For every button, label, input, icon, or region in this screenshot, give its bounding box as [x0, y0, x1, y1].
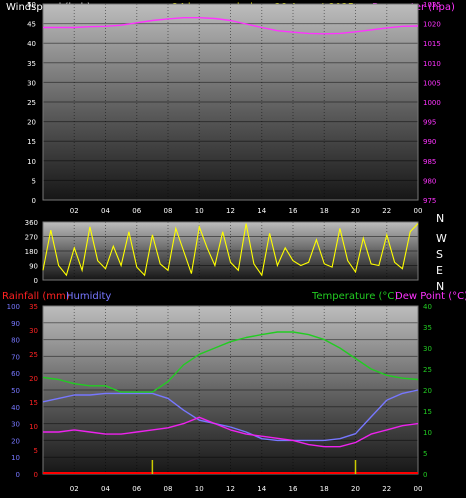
- temperature-axis-tick: 25: [423, 366, 432, 374]
- temperature-axis-tick: 30: [423, 345, 432, 353]
- compass-letter: N: [436, 212, 444, 225]
- p1-xtick: 18: [320, 207, 329, 215]
- rainfall-axis-tick: 5: [34, 447, 38, 455]
- p3-xtick: 22: [382, 485, 391, 493]
- direction-axis-tick: 90: [29, 263, 38, 271]
- windspeed-axis-tick: 5: [32, 177, 36, 185]
- p1-xtick: 06: [132, 207, 141, 215]
- compass-letter: S: [436, 248, 443, 261]
- barometer-axis-tick: 1020: [423, 21, 441, 29]
- p1-xtick: 02: [70, 207, 79, 215]
- windspeed-axis-tick: 25: [27, 99, 36, 107]
- rainfall-axis-tick: 10: [29, 423, 38, 431]
- windspeed-axis-tick: 50: [27, 1, 36, 9]
- p3-xtick: 06: [132, 485, 141, 493]
- p1-xtick: 00: [414, 207, 423, 215]
- p3-xtick: 12: [226, 485, 235, 493]
- direction-axis-tick: 0: [34, 277, 38, 285]
- p3-xtick: 14: [257, 485, 266, 493]
- barometer-axis-tick: 980: [423, 177, 436, 185]
- humidity-axis-tick: 80: [11, 337, 20, 345]
- barometer-line: [43, 17, 419, 35]
- compass-letter: E: [436, 264, 443, 277]
- dewpoint-label: Dew Point (°C): [395, 291, 466, 302]
- rainfall-axis-tick: 0: [34, 471, 38, 479]
- windspeed-axis-tick: 10: [27, 158, 36, 166]
- p3-xtick: 20: [351, 485, 360, 493]
- humidity-line: [42, 389, 419, 442]
- p3-xtick: 08: [164, 485, 173, 493]
- wind-direction-trace: [42, 223, 419, 277]
- temperature-axis-tick: 35: [423, 324, 432, 332]
- humidity-axis-tick: 40: [11, 404, 20, 412]
- temp-humidity-panel: 0 10 20 30 40 50 60 70 80 90 100 0 5 10 15 20 25 30 35 0 5…: [7, 303, 432, 493]
- p1-xtick: 20: [351, 207, 360, 215]
- p1-xtick: 04: [101, 207, 110, 215]
- temperature-axis-tick: 20: [423, 387, 432, 395]
- temperature-axis-tick: 10: [423, 429, 432, 437]
- p3-xtick: 10: [195, 485, 204, 493]
- windspeed-axis-tick: 30: [27, 79, 36, 87]
- p1-xtick: 14: [257, 207, 266, 215]
- humidity-axis-tick: 90: [11, 320, 20, 328]
- rainfall-axis-tick: 35: [29, 303, 38, 311]
- temperature-axis-tick: 5: [423, 450, 427, 458]
- temperature-label: Temperature (°C): [311, 291, 398, 302]
- humidity-axis-tick: 70: [11, 353, 20, 361]
- barometer-axis-tick: 990: [423, 138, 436, 146]
- p1-xtick: 12: [226, 207, 235, 215]
- p1-xtick: 16: [289, 207, 298, 215]
- windspeed-axis-tick: 35: [27, 60, 36, 68]
- windspeed-axis-tick: 0: [32, 197, 36, 205]
- humidity-axis-tick: 50: [11, 387, 20, 395]
- humidity-axis-tick: 60: [11, 370, 20, 378]
- windspeed-axis-tick: 45: [27, 21, 36, 29]
- p1-xtick: 22: [382, 207, 391, 215]
- humidity-label: Humidity: [66, 291, 111, 302]
- barometer-axis-tick: 1025: [423, 1, 441, 9]
- p3-xtick: 02: [70, 485, 79, 493]
- humidity-axis-tick: 30: [11, 421, 20, 429]
- temperature-axis-tick: 15: [423, 408, 432, 416]
- p3-xtick: 16: [289, 485, 298, 493]
- dewpoint-line: [43, 416, 419, 448]
- barometer-axis-tick: 995: [423, 119, 436, 127]
- p3-xtick: 18: [320, 485, 329, 493]
- temperature-axis-tick: 0: [423, 471, 427, 479]
- p3-xtick: 00: [414, 485, 423, 493]
- p1-xtick: 10: [195, 207, 204, 215]
- barometer-axis-tick: 985: [423, 158, 436, 166]
- p1-xtick: 08: [164, 207, 173, 215]
- barometer-axis-tick: 1005: [423, 79, 441, 87]
- barometer-axis-tick: 1000: [423, 99, 441, 107]
- rainfall-axis-tick: 25: [29, 351, 38, 359]
- direction-axis-tick: 180: [25, 248, 38, 256]
- p3-xtick: 04: [101, 485, 110, 493]
- humidity-axis-tick: 100: [7, 303, 20, 311]
- humidity-axis-tick: 20: [11, 437, 20, 445]
- barometer-axis-tick: 1015: [423, 40, 441, 48]
- humidity-axis-tick: 10: [11, 454, 20, 462]
- barometer-axis-tick: 1010: [423, 60, 441, 68]
- windspeed-axis-tick: 20: [27, 119, 36, 127]
- windspeed-axis-tick: 15: [27, 138, 36, 146]
- humidity-axis-tick: 0: [16, 471, 20, 479]
- compass-letter: W: [436, 232, 447, 245]
- rainfall-axis-tick: 30: [29, 327, 38, 335]
- rainfall-label: Rainfall (mm): [2, 291, 70, 302]
- direction-axis-tick: 270: [25, 234, 38, 242]
- temperature-line: [42, 331, 419, 393]
- rainfall-axis-tick: 15: [29, 399, 38, 407]
- windspeed-axis-tick: 40: [27, 40, 36, 48]
- rainfall-axis-tick: 20: [29, 375, 38, 383]
- temperature-axis-tick: 40: [423, 303, 432, 311]
- barometer-axis-tick: 975: [423, 197, 436, 205]
- direction-axis-tick: 360: [25, 219, 38, 227]
- compass-letter: N: [436, 280, 444, 293]
